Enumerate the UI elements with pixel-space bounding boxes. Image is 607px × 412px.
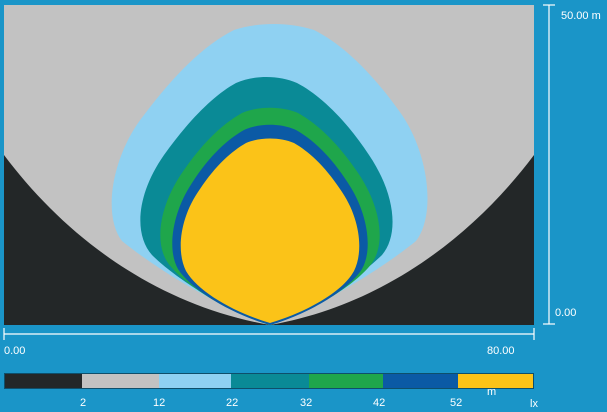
legend-tick-label: 22 (226, 397, 239, 409)
y-axis-bottom-label: 0.00 (555, 307, 577, 319)
legend-unit-distance: m (487, 386, 497, 398)
isolux-contours (4, 5, 534, 325)
lux-legend-bar (4, 373, 534, 389)
x-axis-start-label: 0.00 (4, 345, 26, 357)
legend-unit-lux: lx (530, 398, 538, 410)
band-above-52 (180, 138, 360, 323)
legend-swatch (308, 374, 383, 388)
x-axis-end-label: 80.00 (487, 345, 515, 357)
legend-swatch (159, 374, 232, 388)
legend-tick-label: 52 (450, 397, 463, 409)
legend-swatch (231, 374, 309, 388)
legend-swatch (382, 374, 459, 388)
x-axis-dimension (3, 328, 535, 340)
legend-tick-label: 42 (373, 397, 386, 409)
y-axis-dimension (543, 4, 555, 325)
legend-swatch (81, 374, 160, 388)
legend-swatch (5, 374, 82, 388)
isolux-plot (4, 5, 534, 325)
legend-tick-label: 2 (80, 397, 87, 409)
legend-tick-label: 12 (153, 397, 166, 409)
legend-swatch (458, 374, 533, 388)
y-axis-top-label: 50.00 m (561, 10, 601, 22)
band-below-2 (4, 155, 534, 325)
legend-tick-label: 32 (300, 397, 313, 409)
